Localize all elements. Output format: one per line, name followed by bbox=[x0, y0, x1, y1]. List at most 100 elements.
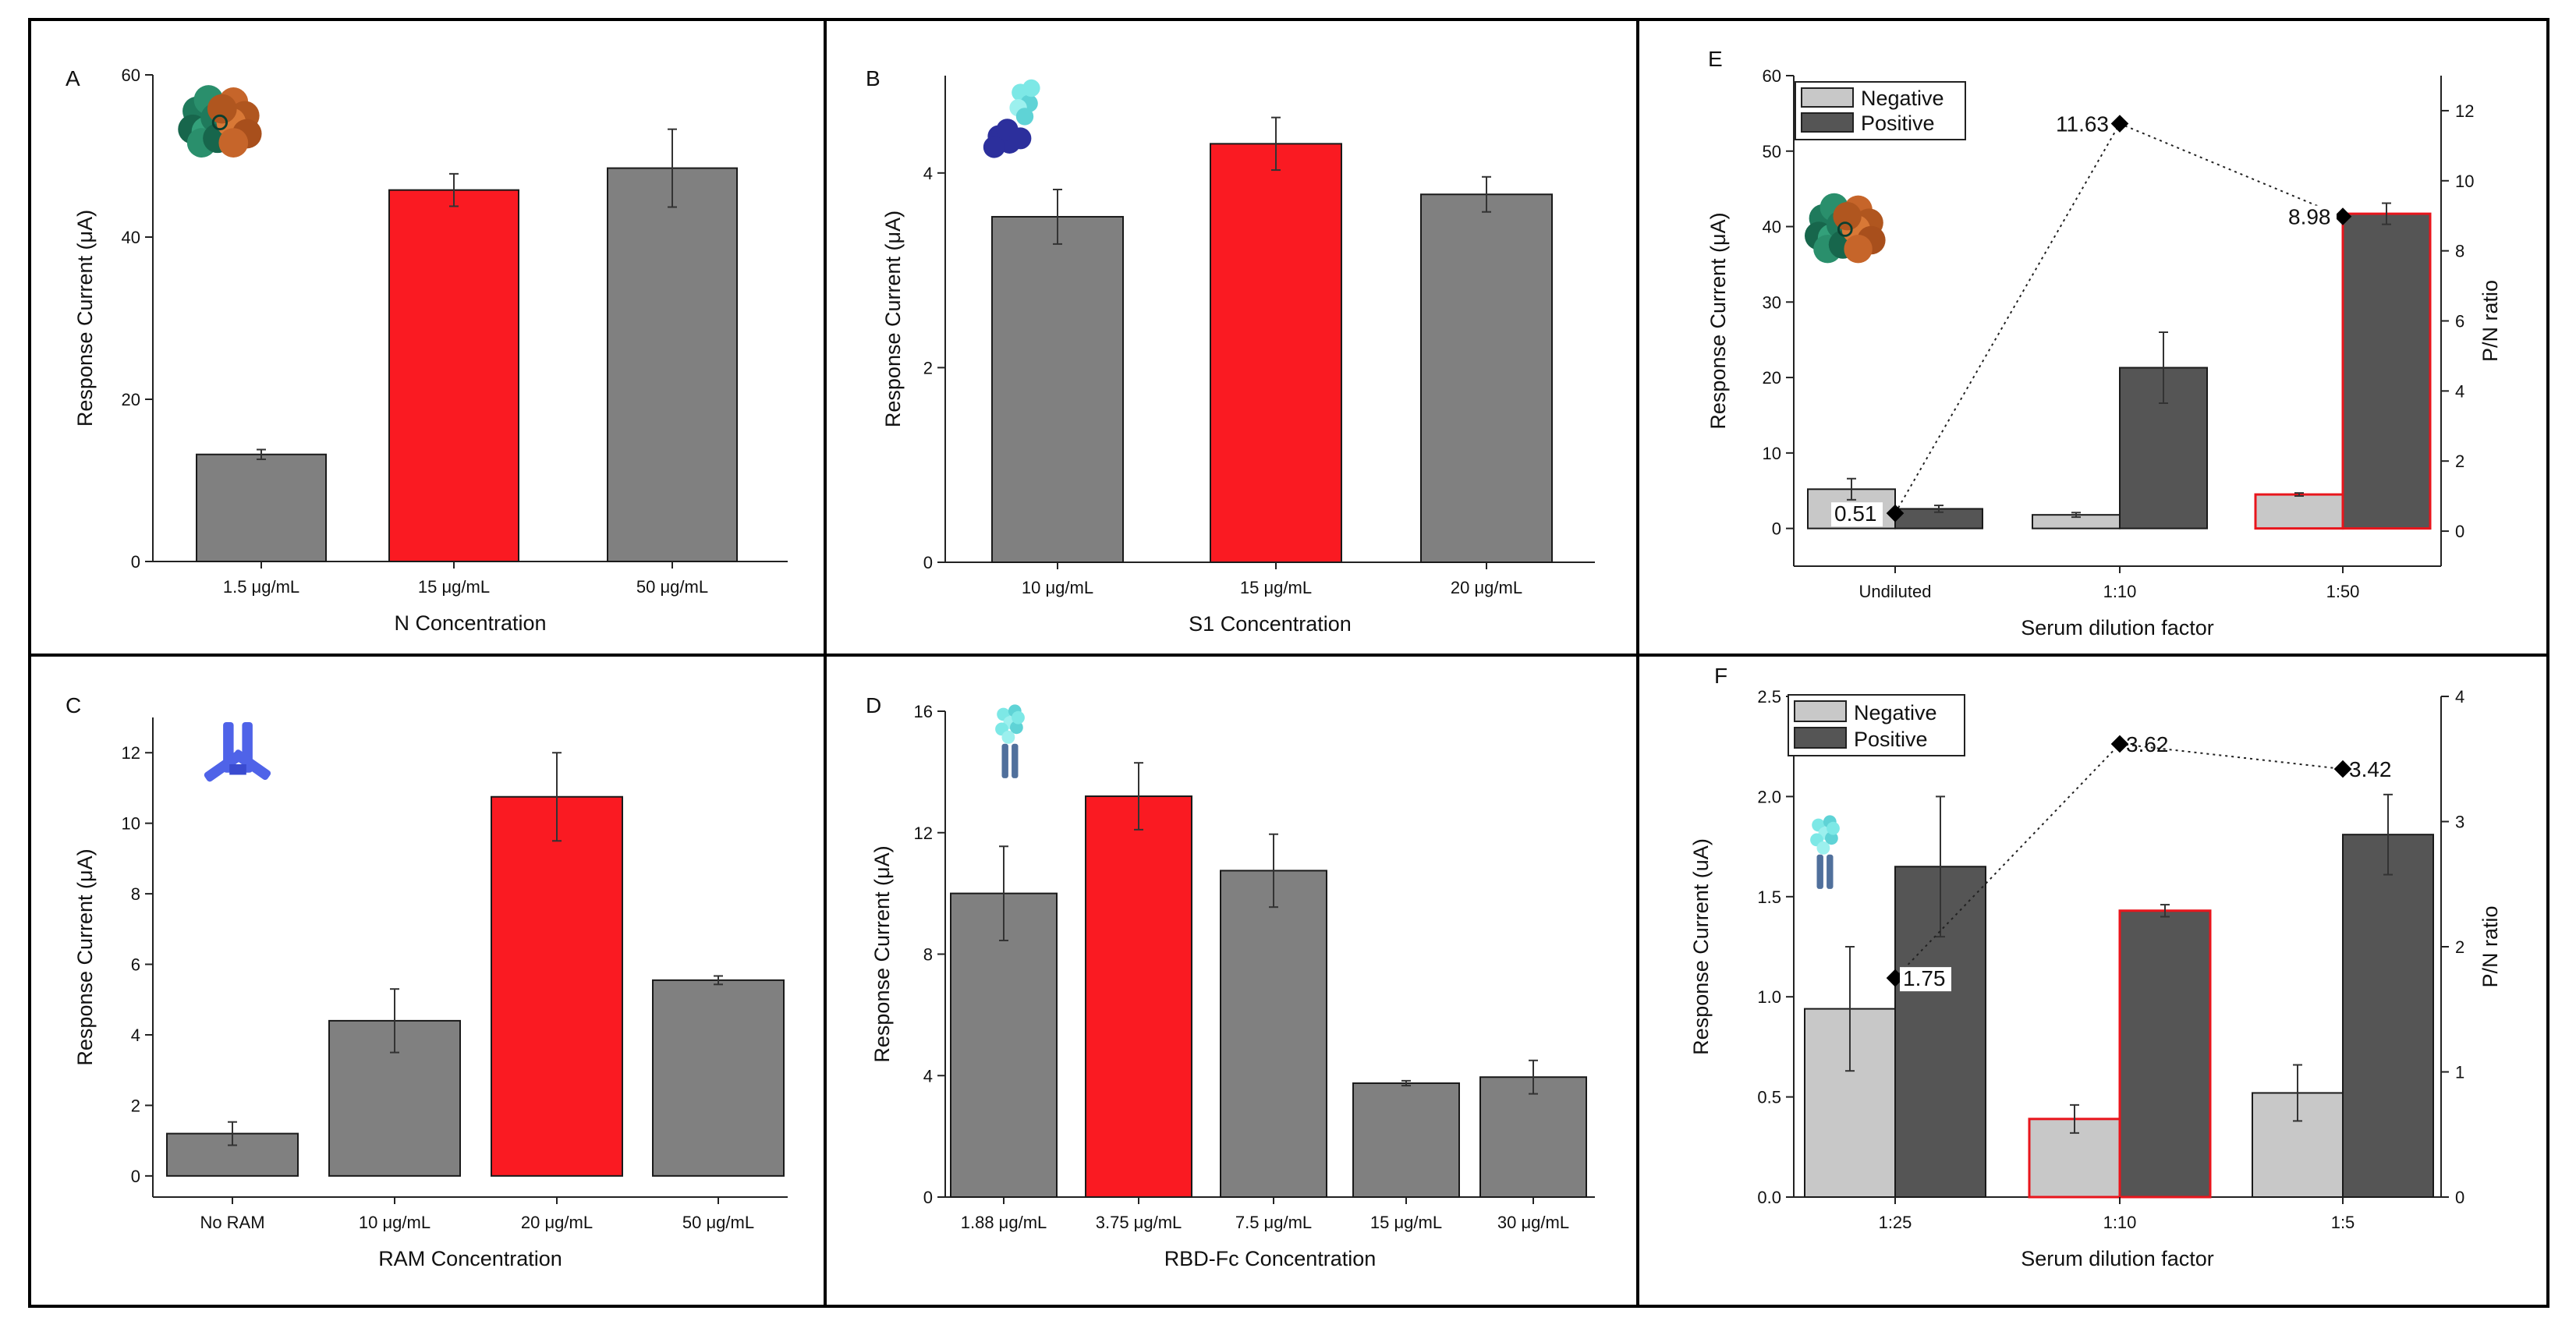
n-protein-orange-lobe bbox=[218, 128, 249, 158]
x-tick-label: 15 μg/mL bbox=[418, 577, 490, 597]
fc-stalk-right bbox=[1012, 743, 1019, 778]
y-axis-title: Response Current (μA) bbox=[870, 845, 894, 1062]
bar bbox=[491, 795, 623, 1177]
bar bbox=[388, 189, 519, 562]
x-tick-label: 15 μg/mL bbox=[1240, 578, 1312, 597]
bar bbox=[1479, 1076, 1587, 1199]
x-axis-title: N Concentration bbox=[394, 611, 546, 635]
rbd-cyan-domain bbox=[1827, 821, 1840, 835]
pn-ratio-marker bbox=[1886, 504, 1905, 522]
x-tick-label: 50 μg/mL bbox=[636, 577, 708, 597]
antibody-arm-right bbox=[232, 749, 271, 781]
panel-letter: E bbox=[1708, 47, 1723, 71]
y2-tick-label: 12 bbox=[2455, 101, 2474, 121]
legend-swatch-negative bbox=[1801, 87, 1854, 108]
antibody-arm-left bbox=[204, 751, 243, 782]
rbd-cyan-domain bbox=[1001, 731, 1015, 744]
bar-negative bbox=[2254, 493, 2344, 530]
legend-label-positive: Positive bbox=[1861, 112, 1935, 135]
y-tick-label: 1.0 bbox=[1757, 987, 1781, 1007]
x-axis-title: S1 Concentration bbox=[1189, 612, 1352, 636]
rbd-cyan-domain bbox=[1825, 831, 1838, 845]
panel-letter: D bbox=[866, 693, 881, 717]
y2-tick-label: 0 bbox=[2455, 1188, 2464, 1207]
x-tick-label: 10 μg/mL bbox=[359, 1213, 431, 1232]
bar bbox=[1085, 795, 1192, 1198]
bar-positive bbox=[2342, 834, 2434, 1199]
x-tick-label: 1:50 bbox=[2326, 582, 2360, 601]
y2-tick-label: 2 bbox=[2455, 937, 2464, 957]
pn-ratio-marker bbox=[2333, 760, 2352, 778]
pn-ratio-label: 1.75 bbox=[1903, 966, 1946, 990]
s1-cyan-domain bbox=[1022, 79, 1040, 97]
x-tick-label: Undiluted bbox=[1859, 582, 1932, 601]
x-tick-label: 1.5 μg/mL bbox=[223, 577, 299, 597]
y2-tick-label: 6 bbox=[2455, 312, 2464, 331]
x-tick-label: 1:10 bbox=[2103, 1213, 2137, 1232]
legend-label-negative: Negative bbox=[1854, 701, 1937, 724]
bar bbox=[1210, 143, 1342, 564]
bar bbox=[652, 979, 785, 1177]
pn-ratio-label: 8.98 bbox=[2288, 205, 2331, 229]
n-protein-orange-lobe bbox=[1833, 202, 1862, 231]
n-protein-structure-icon bbox=[178, 85, 262, 158]
pn-ratio-label: 0.51 bbox=[1834, 501, 1877, 526]
rbd-fc-structure-icon bbox=[995, 704, 1025, 778]
s1-cyan-domain bbox=[1015, 108, 1034, 126]
y-tick-label: 60 bbox=[122, 66, 140, 85]
y-tick-label: 0.0 bbox=[1757, 1188, 1781, 1207]
rbd-cyan-domain bbox=[1010, 721, 1023, 735]
rbd-fc-structure-icon bbox=[1810, 815, 1840, 889]
x-tick-label: 50 μg/mL bbox=[682, 1213, 754, 1232]
y-tick-label: 40 bbox=[1763, 218, 1781, 237]
y-tick-label: 0 bbox=[131, 1167, 140, 1186]
bar bbox=[1420, 193, 1553, 563]
x-tick-label: 30 μg/mL bbox=[1497, 1213, 1569, 1232]
x-tick-label: 1:5 bbox=[2331, 1213, 2355, 1232]
ratio-label-bg bbox=[2285, 205, 2337, 230]
y-tick-label: 2 bbox=[131, 1096, 140, 1115]
n-protein-orange-lobe bbox=[207, 94, 237, 124]
x-tick-label: 1:10 bbox=[2103, 582, 2137, 601]
ratio-label-bg bbox=[1900, 967, 1951, 992]
pn-ratio-label: 3.42 bbox=[2349, 757, 2392, 781]
pn-ratio-line bbox=[1894, 742, 2344, 979]
s1-blue-domain bbox=[983, 136, 1005, 158]
n-protein-core bbox=[1837, 221, 1853, 237]
x-axis-title: Serum dilution factor bbox=[2021, 1247, 2214, 1270]
axes-f: 0.0 0.5 1.0 1.5 2.0 2.5 Response Current (uA) S… bbox=[1689, 664, 2502, 1270]
panel-letter: F bbox=[1714, 664, 1727, 688]
antibody-icon bbox=[204, 722, 271, 782]
legend-swatch-negative bbox=[1794, 700, 1847, 722]
y-tick-label: 1.5 bbox=[1757, 887, 1781, 907]
x-axis-title: RAM Concentration bbox=[378, 1247, 562, 1270]
x-tick-label: 1.88 μg/mL bbox=[961, 1213, 1047, 1232]
x-tick-label: No RAM bbox=[200, 1213, 264, 1232]
rbd-cyan-domain bbox=[1816, 841, 1830, 855]
x-tick-label: 1:25 bbox=[1879, 1213, 1912, 1232]
pn-ratio-label: 3.62 bbox=[2126, 732, 2169, 756]
y-tick-label: 0.5 bbox=[1757, 1088, 1781, 1107]
panel-letter: A bbox=[66, 66, 80, 90]
pn-ratio-marker bbox=[2110, 735, 2129, 753]
y-tick-label: 12 bbox=[914, 824, 933, 843]
fc-stalk-left bbox=[1816, 854, 1823, 889]
s1-blue-domain bbox=[1009, 127, 1032, 150]
y-tick-label: 10 bbox=[122, 814, 140, 834]
x-tick-label: 20 μg/mL bbox=[1451, 578, 1522, 597]
y2-axis-title: P/N ratio bbox=[2479, 905, 2502, 987]
pn-ratio-marker bbox=[2110, 115, 2129, 133]
axes-d: 0 4 8 12 16 Response Current (μA) RBD-Fc Conce… bbox=[866, 693, 1595, 1270]
y2-tick-label: 4 bbox=[2455, 687, 2464, 707]
y2-tick-label: 8 bbox=[2455, 242, 2464, 261]
fc-stalk-right bbox=[1827, 854, 1834, 889]
y-tick-label: 2.0 bbox=[1757, 787, 1781, 806]
bar-positive bbox=[1894, 508, 1983, 530]
y-tick-label: 6 bbox=[131, 955, 140, 975]
x-tick-label: 7.5 μg/mL bbox=[1235, 1213, 1312, 1232]
ratio-label-bg bbox=[1831, 502, 1883, 527]
y-tick-label: 12 bbox=[122, 743, 140, 763]
y-tick-label: 16 bbox=[914, 702, 933, 721]
